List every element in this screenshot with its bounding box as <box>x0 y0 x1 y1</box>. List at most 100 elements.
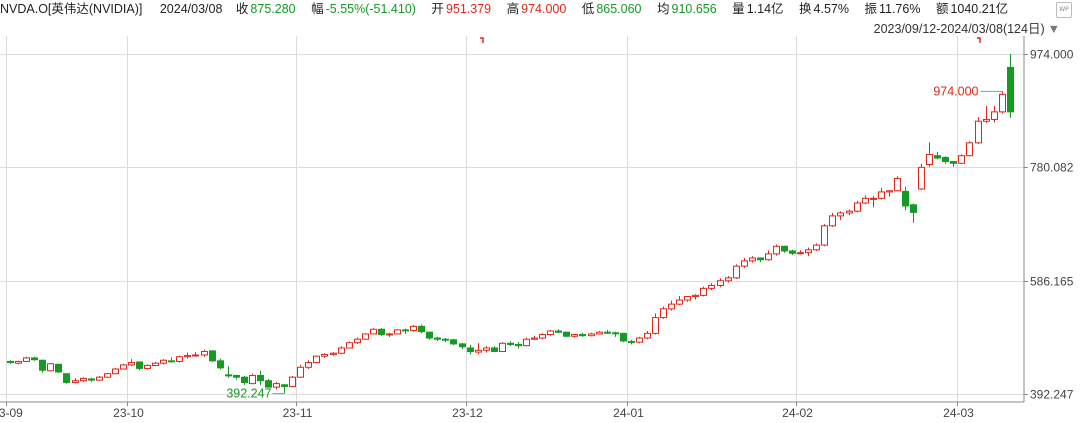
candle-up <box>547 329 554 336</box>
amount-value: 1040.21亿 <box>950 2 1009 16</box>
candle-up <box>918 163 925 191</box>
candle-up <box>991 106 998 123</box>
candle-body <box>829 215 836 227</box>
candle-down <box>168 357 175 363</box>
candle-down <box>442 338 449 343</box>
candle-body <box>773 245 780 255</box>
amount-label: 额 <box>935 2 949 16</box>
candle-body <box>201 350 208 356</box>
candle-up <box>47 363 54 372</box>
stock-symbol: NVDA.O[英伟达(NVIDIA)] <box>0 2 143 16</box>
high-label: 高 <box>506 2 520 16</box>
candle-up <box>983 106 990 123</box>
candle-body <box>31 357 38 361</box>
candle-up <box>846 209 853 216</box>
candle-down <box>515 342 522 349</box>
candle-up <box>660 306 667 319</box>
candle-up <box>128 359 135 367</box>
candle-up <box>370 328 377 335</box>
candle-body <box>757 257 764 261</box>
candle-up <box>717 278 724 288</box>
candle-body <box>176 356 183 362</box>
candle-body <box>934 155 941 159</box>
candle-body <box>273 383 280 388</box>
candle-up <box>708 283 715 291</box>
candle-up <box>966 141 973 157</box>
x-tick-label: 24-02 <box>782 406 813 420</box>
candle-up <box>346 341 353 349</box>
candle-up <box>668 300 675 311</box>
candle-body <box>991 111 998 120</box>
candle-down <box>467 345 474 355</box>
candle-body <box>523 338 530 347</box>
candle-body <box>128 362 135 366</box>
candle-body <box>402 329 409 332</box>
low-value: 865.060 <box>596 2 642 16</box>
chart-grid <box>0 36 1024 402</box>
candle-body <box>442 338 449 341</box>
candle-body <box>297 366 304 378</box>
candle-down <box>31 356 38 361</box>
candle-up <box>749 256 756 263</box>
candle-body <box>805 249 812 254</box>
candle-body <box>23 357 30 362</box>
open-field: 开 951.379 <box>431 2 497 16</box>
candle-body <box>120 364 127 370</box>
candle-body <box>700 287 707 296</box>
candle-up <box>249 373 256 385</box>
candle-up <box>813 243 820 251</box>
candle-body <box>837 212 844 217</box>
y-tick-label: 974.000 <box>1030 48 1074 62</box>
candle-body <box>717 280 724 286</box>
candle-body <box>926 154 933 165</box>
candle-body <box>321 353 328 357</box>
dropdown-triangle-icon[interactable]: ▼ <box>1047 22 1060 36</box>
candle-body <box>209 350 216 362</box>
x-tick-label: 24-01 <box>613 406 644 420</box>
x-tick-label: 23-12 <box>452 406 483 420</box>
candle-body <box>942 156 949 163</box>
candle-body <box>313 355 320 364</box>
candle-up <box>120 363 127 370</box>
candle-up <box>975 117 982 145</box>
candle-up <box>733 264 740 280</box>
candle-up <box>289 376 296 388</box>
candle-up <box>23 356 30 363</box>
candle-up <box>862 195 869 205</box>
turnover-value: 4.57% <box>813 2 849 16</box>
candle-down <box>88 377 95 382</box>
candle-down <box>7 360 14 364</box>
candle-body <box>878 191 885 199</box>
candle-up <box>886 190 893 197</box>
candle-body <box>394 329 401 335</box>
candle-body <box>168 360 175 363</box>
candle-body <box>966 142 973 157</box>
candle-up <box>854 200 861 213</box>
candle-body <box>354 338 361 344</box>
candle-body <box>781 245 788 252</box>
candle-down <box>491 346 498 353</box>
candle-body <box>338 347 345 354</box>
candle-body <box>426 331 433 339</box>
candle-body <box>652 317 659 334</box>
candle-body <box>797 252 804 255</box>
date-range-selector[interactable]: 2023/09/12-2024/03/08(124日) ▼ <box>874 18 1060 37</box>
candle-body <box>217 360 224 369</box>
candle-body <box>765 253 772 261</box>
candle-up <box>958 154 965 164</box>
candle-body <box>7 360 14 364</box>
amount-field: 额 1040.21亿 <box>936 2 1014 16</box>
watermark-icon[interactable]: WP <box>1056 2 1072 18</box>
candle-body <box>725 277 732 282</box>
candle-up <box>692 294 699 300</box>
candle-up <box>894 176 901 192</box>
candle-up <box>797 250 804 255</box>
candle-body <box>378 328 385 336</box>
candle-body <box>733 265 740 279</box>
candle-body <box>249 374 256 385</box>
candle-down <box>63 373 70 384</box>
candle-body <box>233 374 240 378</box>
candle-down <box>450 339 457 346</box>
candle-down <box>265 378 272 388</box>
